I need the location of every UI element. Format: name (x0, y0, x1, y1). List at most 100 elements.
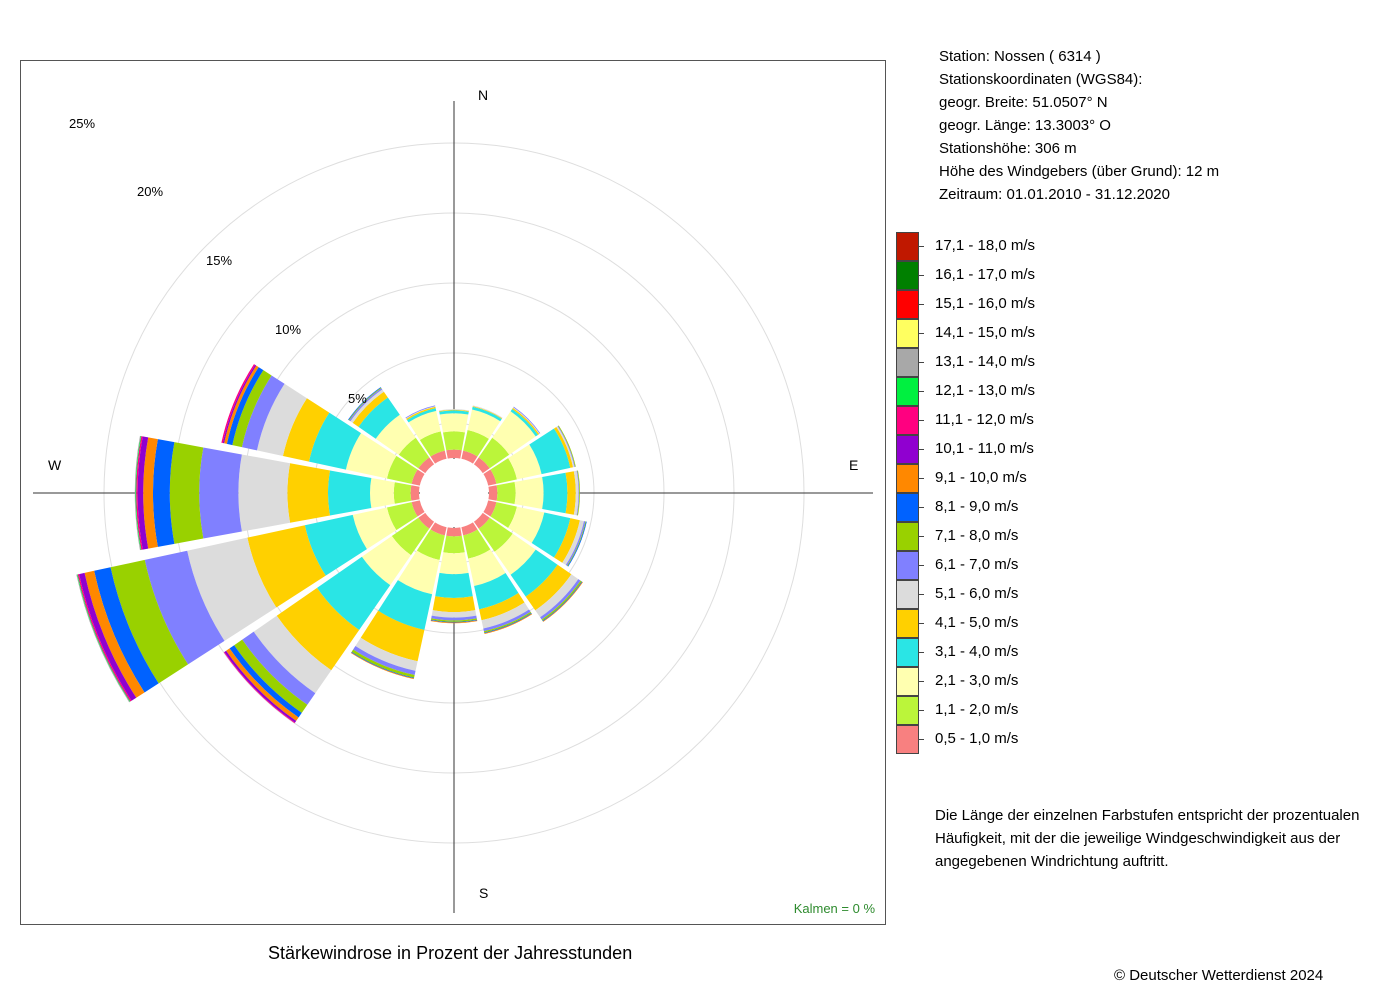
legend-tick (919, 536, 924, 537)
sector-W-band-13 (134, 435, 141, 551)
legend-note: Die Länge der einzelnen Farbstufen entsp… (935, 807, 1360, 870)
sector-SW-band-4 (276, 587, 360, 671)
sector-W-band-11 (136, 436, 143, 550)
sector-SE-band-5 (535, 574, 579, 618)
sector-E-band-6 (576, 470, 580, 516)
sector-SSE-band-7 (483, 611, 532, 633)
sector-NE-band-1 (478, 437, 510, 469)
sector-SSW-band-3 (378, 580, 433, 630)
sector-NNE-band-5 (472, 405, 503, 419)
sector-WNW (221, 364, 425, 486)
radial-tick-label-25: 25% (69, 116, 95, 131)
sector-WNW-band-7 (232, 370, 272, 448)
legend-label: 12,1 - 13,0 m/s (935, 382, 1036, 399)
sector-N-band-4 (439, 409, 469, 412)
legend-tick (919, 710, 924, 711)
sector-SW-band-5 (253, 615, 332, 694)
sector-ESE (483, 500, 587, 567)
sector-SSE-band-1 (463, 529, 491, 559)
legend-swatch (896, 667, 919, 696)
sector-S-band-4 (432, 596, 476, 613)
sector-NNW (405, 405, 447, 464)
legend-item: 16,1 - 17,0 m/s (896, 261, 1096, 290)
sector-NE-band-4 (512, 407, 540, 435)
legend-item: 14,1 - 15,0 m/s (896, 319, 1096, 348)
legend-swatch (896, 580, 919, 609)
legend-item: 9,1 - 10,0 m/s (896, 464, 1096, 493)
legend-item: 15,1 - 16,0 m/s (896, 290, 1096, 319)
sector-WSW-band-9 (84, 570, 145, 698)
sector-SE-band-1 (478, 517, 513, 552)
sector-SSW-band-1 (416, 529, 445, 561)
sector-E-band-5 (573, 470, 579, 516)
sector-NNW-band-0 (430, 450, 447, 464)
legend-item: 2,1 - 3,0 m/s (896, 667, 1096, 696)
legend-tick (919, 391, 924, 392)
sector-W-band-5 (238, 454, 291, 532)
sector-NE-band-0 (473, 457, 490, 474)
legend-item: 13,1 - 14,0 m/s (896, 348, 1096, 377)
sector-NW-band-1 (398, 437, 430, 469)
sector-NNW-band-5 (405, 406, 436, 419)
sector-SE (473, 512, 583, 622)
sector-SSW-band-7 (351, 649, 415, 678)
sector-E-band-7 (577, 470, 581, 516)
center-disc (420, 459, 488, 527)
sector-NW-band-5 (350, 389, 384, 423)
legend-label: 7,1 - 8,0 m/s (935, 527, 1019, 544)
sector-SSE (461, 522, 533, 634)
legend-label: 13,1 - 14,0 m/s (935, 353, 1036, 370)
sector-SW-band-2 (361, 536, 411, 586)
sector-N-band-5 (438, 409, 470, 412)
sector-WSW-band-1 (386, 502, 418, 531)
sector-E-band-3 (542, 472, 568, 514)
sector-WSW-band-6 (144, 550, 225, 665)
radial-tick-label-5: 5% (348, 391, 367, 406)
sector-W-band-6 (199, 447, 242, 539)
legend-swatch (896, 522, 919, 551)
sector-NNW-band-1 (419, 431, 445, 457)
sector-SSE-band-5 (481, 602, 530, 629)
sector-N-band-1 (442, 431, 466, 451)
sector-WSW-band-3 (304, 514, 367, 576)
calm-percentage: Kalmen = 0 % (793, 901, 875, 916)
sector-SSE-band-4 (479, 593, 525, 621)
sector-WNW-band-4 (282, 398, 330, 462)
legend-tick (919, 333, 924, 334)
legend-swatch (896, 551, 919, 580)
station-longitude: geogr. Länge: 13.3003° O (939, 117, 1111, 134)
sector-W-band-12 (135, 436, 142, 550)
legend-label: 17,1 - 18,0 m/s (935, 237, 1036, 254)
legend-item: 6,1 - 7,0 m/s (896, 551, 1096, 580)
sector-WSW-band-4 (247, 525, 326, 608)
legend-item: 5,1 - 6,0 m/s (896, 580, 1096, 609)
sector-S (430, 527, 478, 624)
legend-label: 6,1 - 7,0 m/s (935, 556, 1019, 573)
sector-SW-band-7 (234, 639, 308, 713)
legend-item: 11,1 - 12,0 m/s (896, 406, 1096, 435)
sector-SE-band-3 (510, 549, 558, 597)
sector-WNW-band-3 (308, 412, 362, 470)
sector-ENE-band-1 (490, 458, 517, 484)
legend-tick (919, 739, 924, 740)
sector-WSW-band-5 (187, 537, 277, 641)
sector-E-band-4 (565, 471, 576, 515)
radial-tick-label-15: 15% (206, 253, 232, 268)
legend-tick (919, 623, 924, 624)
sector-NNE (461, 405, 503, 464)
sector-ENE-band-2 (508, 444, 542, 480)
legend-swatch (896, 348, 919, 377)
sector-ESE-band-3 (531, 512, 571, 558)
station-info: Station: Nossen ( 6314 ) Stationskoordin… (939, 45, 1219, 206)
sector-W-band-10 (137, 436, 149, 550)
sector-SW-band-1 (391, 517, 430, 556)
sector-NNW-band-4 (406, 406, 436, 421)
sector-S-band-2 (439, 552, 469, 575)
sector-ESE-band-2 (508, 506, 545, 544)
direction-label-east: E (849, 457, 859, 473)
legend-item: 10,1 - 11,0 m/s (896, 435, 1096, 464)
sector-ENE (483, 425, 576, 486)
legend-item: 1,1 - 2,0 m/s (896, 696, 1096, 725)
sector-W-band-4 (287, 463, 331, 523)
sector-E-band-2 (514, 476, 544, 510)
